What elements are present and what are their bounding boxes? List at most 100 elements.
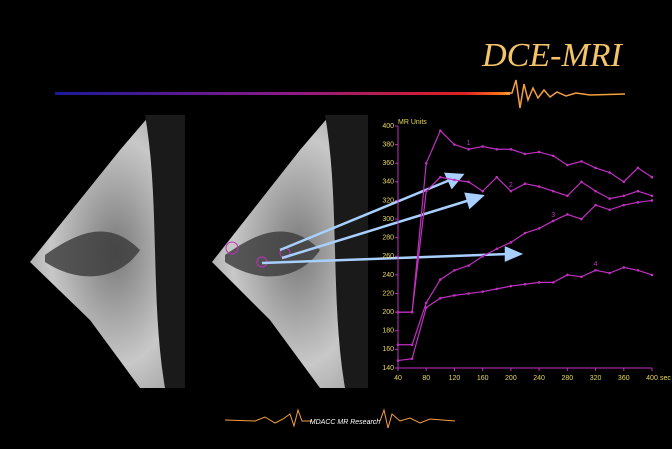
point — [510, 285, 513, 288]
footer: MDACC MR Research — [310, 419, 381, 426]
series-label: 4 — [594, 261, 598, 268]
point — [425, 302, 428, 305]
point — [495, 176, 498, 179]
point — [397, 359, 400, 362]
point — [538, 151, 541, 154]
point — [637, 167, 640, 170]
y-tick-label: 320 — [382, 197, 394, 204]
x-tick-label: 240 — [533, 375, 545, 382]
y-tick-label: 240 — [382, 272, 394, 279]
point — [467, 264, 470, 267]
y-tick-label: 200 — [382, 309, 394, 316]
slide: DCE-MRI MR Units sec 1401601802002202402… — [0, 0, 672, 449]
point — [510, 148, 513, 151]
point — [439, 129, 442, 132]
point — [524, 153, 527, 156]
point — [495, 288, 498, 291]
y-tick-label: 160 — [382, 346, 394, 353]
x-tick-label: 120 — [449, 375, 461, 382]
point — [622, 266, 625, 269]
point — [397, 343, 400, 346]
point — [651, 199, 654, 202]
point — [637, 269, 640, 272]
slide-title: DCE-MRI — [481, 37, 623, 74]
y-tick-label: 220 — [382, 290, 394, 297]
point — [411, 357, 414, 360]
point — [481, 290, 484, 293]
point — [566, 164, 569, 167]
point — [566, 195, 569, 198]
y-tick-label: 280 — [382, 235, 394, 242]
point — [481, 190, 484, 193]
x-tick-label: 360 — [618, 375, 630, 382]
point — [481, 255, 484, 258]
point — [439, 297, 442, 300]
series-label: 2 — [509, 182, 513, 189]
y-tick-label: 400 — [382, 123, 394, 130]
point — [510, 190, 513, 193]
point — [637, 201, 640, 204]
x-tick-label: 40 — [394, 375, 402, 382]
y-axis-label: MR Units — [398, 119, 427, 126]
y-tick-label: 340 — [382, 179, 394, 186]
point — [425, 190, 428, 193]
point — [495, 148, 498, 151]
point — [651, 274, 654, 277]
point — [439, 176, 442, 179]
point — [453, 179, 456, 182]
point — [524, 182, 527, 185]
point — [425, 306, 428, 309]
point — [467, 148, 470, 151]
point — [425, 162, 428, 165]
point — [594, 204, 597, 207]
point — [608, 171, 611, 174]
point — [651, 176, 654, 179]
point — [608, 208, 611, 211]
y-tick-label: 360 — [382, 160, 394, 167]
title-rule — [55, 92, 510, 95]
point — [566, 274, 569, 277]
x-tick-label: 400 — [646, 375, 658, 382]
point — [397, 311, 400, 314]
y-tick-label: 140 — [382, 365, 394, 372]
point — [552, 190, 555, 193]
page: DCE-MRI MR Units sec 1401601802002202402… — [0, 0, 672, 449]
x-tick-label: 320 — [590, 375, 602, 382]
point — [481, 145, 484, 148]
point — [538, 185, 541, 188]
point — [580, 160, 583, 163]
x-tick-label: 160 — [477, 375, 489, 382]
point — [552, 220, 555, 223]
point — [524, 232, 527, 235]
series-label: 1 — [467, 140, 471, 147]
point — [467, 292, 470, 295]
point — [453, 269, 456, 272]
point — [594, 167, 597, 170]
point — [510, 241, 513, 244]
x-tick-label: 280 — [561, 375, 573, 382]
y-tick-label: 180 — [382, 328, 394, 335]
point — [495, 248, 498, 251]
point — [608, 272, 611, 275]
point — [566, 213, 569, 216]
point — [622, 204, 625, 207]
point — [580, 218, 583, 221]
point — [439, 278, 442, 281]
point — [453, 143, 456, 146]
y-tick-label: 260 — [382, 253, 394, 260]
point — [538, 227, 541, 230]
point — [637, 190, 640, 193]
point — [594, 269, 597, 272]
x-tick-label: 200 — [505, 375, 517, 382]
point — [622, 181, 625, 184]
point — [552, 154, 555, 157]
x-tick-label: 80 — [422, 375, 430, 382]
point — [524, 283, 527, 286]
point — [651, 195, 654, 198]
point — [552, 281, 555, 284]
series-label: 3 — [551, 212, 555, 219]
point — [594, 190, 597, 193]
y-tick-label: 380 — [382, 141, 394, 148]
point — [622, 195, 625, 198]
point — [580, 181, 583, 184]
